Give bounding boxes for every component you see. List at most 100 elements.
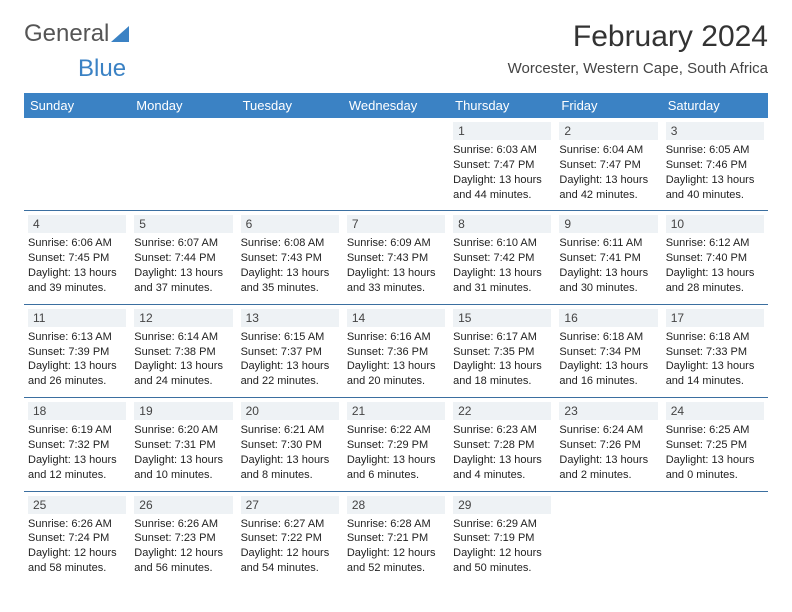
calendar-cell: 8 Sunrise: 6:10 AMSunset: 7:42 PMDaylight…: [449, 211, 555, 304]
calendar-cell: 6Sunrise: 6:08 AMSunset: 7:43 PMDaylight…: [237, 211, 343, 304]
calendar-cell: 27Sunrise: 6:27 AMSunset: 7:22 PMDayligh…: [237, 491, 343, 584]
daylight-text: and 39 minutes.: [28, 281, 126, 296]
calendar-cell: [662, 491, 768, 584]
sunrise-text: Sunrise: 6:09 AM: [347, 236, 445, 251]
sunrise-text: Sunrise: 6:19 AM: [28, 423, 126, 438]
day-number: 5: [134, 215, 232, 233]
sunset-text: Sunset: 7:38 PM: [134, 345, 232, 360]
sunset-text: Sunset: 7:19 PM: [453, 531, 551, 546]
sunset-text: Sunset: 7:25 PM: [666, 438, 764, 453]
sunrise-text: Sunrise: 6:08 AM: [241, 236, 339, 251]
daylight-text: Daylight: 13 hours: [559, 453, 657, 468]
calendar-cell: 22Sunrise: 6:23 AMSunset: 7:28 PMDayligh…: [449, 398, 555, 491]
calendar-cell: 29Sunrise: 6:29 AMSunset: 7:19 PMDayligh…: [449, 491, 555, 584]
day-header: Tuesday: [237, 93, 343, 118]
day-number: 22: [453, 402, 551, 420]
daylight-text: Daylight: 13 hours: [28, 266, 126, 281]
day-header: Thursday: [449, 93, 555, 118]
daylight-text: and 16 minutes.: [559, 374, 657, 389]
sunset-text: Sunset: 7:24 PM: [28, 531, 126, 546]
sunset-text: Sunset: 7:22 PM: [241, 531, 339, 546]
daylight-text: Daylight: 13 hours: [134, 359, 232, 374]
day-number: 18: [28, 402, 126, 420]
sunset-text: Sunset: 7:30 PM: [241, 438, 339, 453]
daylight-text: and 50 minutes.: [453, 561, 551, 576]
brand-name-part1: General: [24, 20, 109, 48]
daylight-text: and 58 minutes.: [28, 561, 126, 576]
calendar-cell: 5Sunrise: 6:07 AMSunset: 7:44 PMDaylight…: [130, 211, 236, 304]
calendar-table: SundayMondayTuesdayWednesdayThursdayFrid…: [24, 93, 768, 584]
calendar-cell: 11Sunrise: 6:13 AMSunset: 7:39 PMDayligh…: [24, 304, 130, 397]
calendar-week: 11Sunrise: 6:13 AMSunset: 7:39 PMDayligh…: [24, 304, 768, 397]
day-header: Saturday: [662, 93, 768, 118]
daylight-text: Daylight: 13 hours: [28, 359, 126, 374]
sunset-text: Sunset: 7:46 PM: [666, 158, 764, 173]
daylight-text: Daylight: 13 hours: [559, 173, 657, 188]
daylight-text: and 24 minutes.: [134, 374, 232, 389]
sunrise-text: Sunrise: 6:12 AM: [666, 236, 764, 251]
day-number: 4: [28, 215, 126, 233]
day-header: Sunday: [24, 93, 130, 118]
sunrise-text: Sunrise: 6:20 AM: [134, 423, 232, 438]
day-number: 23: [559, 402, 657, 420]
day-number: 16: [559, 309, 657, 327]
sunset-text: Sunset: 7:47 PM: [559, 158, 657, 173]
daylight-text: Daylight: 13 hours: [241, 266, 339, 281]
day-header: Wednesday: [343, 93, 449, 118]
calendar-cell: 12 Sunrise: 6:14 AMSunset: 7:38 PMDayligh…: [130, 304, 236, 397]
sunset-text: Sunset: 7:42 PM: [453, 251, 551, 266]
daylight-text: and 18 minutes.: [453, 374, 551, 389]
daylight-text: and 10 minutes.: [134, 468, 232, 483]
calendar-cell: 3Sunrise: 6:05 AMSunset: 7:46 PMDaylight…: [662, 118, 768, 211]
calendar-cell: 16Sunrise: 6:18 AMSunset: 7:34 PMDayligh…: [555, 304, 661, 397]
sunrise-text: Sunrise: 6:04 AM: [559, 143, 657, 158]
day-number: 10: [666, 215, 764, 233]
sunrise-text: Sunrise: 6:24 AM: [559, 423, 657, 438]
sunset-text: Sunset: 7:31 PM: [134, 438, 232, 453]
daylight-text: Daylight: 13 hours: [666, 359, 764, 374]
daylight-text: Daylight: 13 hours: [347, 359, 445, 374]
daylight-text: and 6 minutes.: [347, 468, 445, 483]
daylight-text: Daylight: 13 hours: [666, 266, 764, 281]
calendar-week: 25Sunrise: 6:26 AMSunset: 7:24 PMDayligh…: [24, 491, 768, 584]
daylight-text: and 42 minutes.: [559, 188, 657, 203]
daylight-text: Daylight: 13 hours: [241, 359, 339, 374]
sunrise-text: Sunrise: 6:10 AM: [453, 236, 551, 251]
calendar-cell: 28Sunrise: 6:28 AMSunset: 7:21 PMDayligh…: [343, 491, 449, 584]
sunset-text: Sunset: 7:29 PM: [347, 438, 445, 453]
day-header: Friday: [555, 93, 661, 118]
sunrise-text: Sunrise: 6:14 AM: [134, 330, 232, 345]
daylight-text: Daylight: 12 hours: [347, 546, 445, 561]
day-number: 21: [347, 402, 445, 420]
daylight-text: Daylight: 13 hours: [134, 453, 232, 468]
sunrise-text: Sunrise: 6:27 AM: [241, 517, 339, 532]
calendar-cell: [343, 118, 449, 211]
title-block: February 2024 Worcester, Western Cape, S…: [508, 20, 768, 77]
calendar-cell: 7Sunrise: 6:09 AMSunset: 7:43 PMDaylight…: [343, 211, 449, 304]
daylight-text: and 0 minutes.: [666, 468, 764, 483]
calendar-cell: 15Sunrise: 6:17 AMSunset: 7:35 PMDayligh…: [449, 304, 555, 397]
calendar-week: 18Sunrise: 6:19 AMSunset: 7:32 PMDayligh…: [24, 398, 768, 491]
daylight-text: Daylight: 13 hours: [28, 453, 126, 468]
daylight-text: Daylight: 13 hours: [453, 266, 551, 281]
sunrise-text: Sunrise: 6:13 AM: [28, 330, 126, 345]
daylight-text: and 37 minutes.: [134, 281, 232, 296]
day-number: 9: [559, 215, 657, 233]
daylight-text: and 20 minutes.: [347, 374, 445, 389]
sunset-text: Sunset: 7:28 PM: [453, 438, 551, 453]
sunrise-text: Sunrise: 6:26 AM: [28, 517, 126, 532]
daylight-text: Daylight: 12 hours: [453, 546, 551, 561]
daylight-text: and 22 minutes.: [241, 374, 339, 389]
daylight-text: and 26 minutes.: [28, 374, 126, 389]
calendar-cell: 9Sunrise: 6:11 AMSunset: 7:41 PMDaylight…: [555, 211, 661, 304]
sunset-text: Sunset: 7:40 PM: [666, 251, 764, 266]
brand-logo: General: [24, 20, 129, 48]
daylight-text: and 8 minutes.: [241, 468, 339, 483]
day-number: 12: [134, 309, 232, 327]
day-number: 28: [347, 496, 445, 514]
daylight-text: and 40 minutes.: [666, 188, 764, 203]
daylight-text: Daylight: 13 hours: [453, 359, 551, 374]
calendar-cell: 2Sunrise: 6:04 AMSunset: 7:47 PMDaylight…: [555, 118, 661, 211]
day-number: 8: [453, 215, 551, 233]
sunrise-text: Sunrise: 6:28 AM: [347, 517, 445, 532]
